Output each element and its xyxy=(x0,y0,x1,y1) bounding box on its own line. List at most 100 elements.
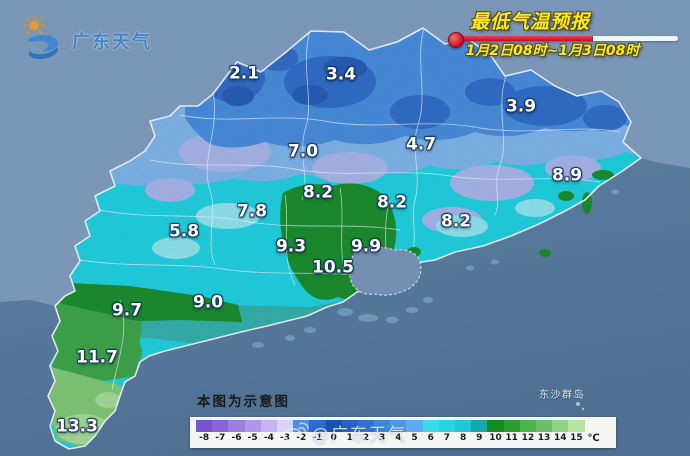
legend-tick-label: 5 xyxy=(411,433,418,443)
legend-cell: 13 xyxy=(535,420,553,444)
temperature-label: 7.8 xyxy=(236,201,268,222)
legend-swatch xyxy=(552,420,569,432)
legend-swatch xyxy=(341,420,358,432)
temperature-label: 8.2 xyxy=(302,182,334,203)
legend-cell: 0 xyxy=(325,420,342,444)
temperature-label: 10.5 xyxy=(312,257,354,278)
legend-tick-label: 8 xyxy=(459,433,467,443)
legend-swatch xyxy=(422,420,439,432)
dongsha-island-label: 东沙群岛 xyxy=(539,390,585,401)
legend-tick-label: 6 xyxy=(427,433,434,443)
temperature-label: 4.7 xyxy=(405,134,437,155)
legend-cell: -4 xyxy=(260,420,277,444)
legend-swatch xyxy=(244,420,261,432)
legend-swatch xyxy=(503,420,520,432)
legend-swatch xyxy=(212,420,229,432)
logo-text: 广东天气 xyxy=(72,32,152,53)
watermark-text: @广东天气 xyxy=(312,424,407,445)
legend-cell: -5 xyxy=(244,420,261,444)
legend-tick-label: 4 xyxy=(395,433,402,443)
temperature-label: 8.2 xyxy=(376,192,408,213)
thermometer-empty-bar xyxy=(593,36,678,41)
legend-tick-label: 13 xyxy=(537,433,551,443)
temperature-label: 8.9 xyxy=(551,165,583,186)
legend-cell: 12 xyxy=(519,420,536,444)
legend-cell: -8 xyxy=(196,420,213,444)
legend-tick-label: -8 xyxy=(199,433,210,443)
legend-swatch xyxy=(519,420,536,432)
legend-tick-label: 15 xyxy=(570,433,583,443)
legend-cell: 14 xyxy=(552,420,569,444)
legend-swatch xyxy=(568,420,585,432)
legend-cell: -1 xyxy=(309,420,326,444)
legend-swatch xyxy=(228,420,245,432)
legend-cell: 1 xyxy=(341,420,358,444)
legend-tick-label: -6 xyxy=(231,433,242,443)
legend-swatch xyxy=(196,420,213,432)
temperature-label: 8.2 xyxy=(440,211,472,232)
temperature-label: 7.0 xyxy=(287,141,319,162)
legend-cell: 15 xyxy=(568,420,585,444)
legend-tick-label: -1 xyxy=(312,433,323,443)
legend-swatch xyxy=(357,420,375,432)
legend-tick-label: -7 xyxy=(215,433,226,443)
legend-swatch xyxy=(374,420,391,432)
temperature-label: 3.4 xyxy=(325,64,357,85)
temperature-label: 9.3 xyxy=(275,236,307,257)
weibo-bird-icon xyxy=(283,422,309,442)
legend-swatch xyxy=(535,420,553,432)
legend-cell: 7 xyxy=(438,420,455,444)
legend-tick-label: -4 xyxy=(263,433,274,443)
legend-cell: 11 xyxy=(503,420,520,444)
sun-swirl-logo-icon xyxy=(22,15,59,60)
temperature-label: 2.1 xyxy=(228,63,260,84)
thermometer-bulb-icon xyxy=(448,32,464,48)
temperature-label: 9.0 xyxy=(192,292,224,313)
legend-tick-label: 11 xyxy=(505,433,518,443)
legend-tick-label: 1 xyxy=(346,433,353,443)
legend-tick-label: 14 xyxy=(553,433,567,443)
legend-cell: 3 xyxy=(374,420,391,444)
legend-swatch xyxy=(406,420,423,432)
legend-tick-label: 9 xyxy=(476,433,483,443)
legend-cell: 6 xyxy=(422,420,439,444)
temperature-label: 5.8 xyxy=(168,221,200,242)
legend-unit: ℃ xyxy=(587,433,600,444)
legend-tick-label: 10 xyxy=(489,433,502,443)
temperature-label: 11.7 xyxy=(76,347,118,368)
legend-cell: 2 xyxy=(357,420,375,444)
legend-swatch xyxy=(260,420,277,432)
weibo-watermark: @广东天气 xyxy=(283,419,407,445)
legend-tick-label: 0 xyxy=(330,433,337,443)
temperature-legend: -8 -7 -6 -5 -4 -3 -2 -1 0 1 2 3 4 5 6 7 8 9 10 11 12 13 14 15 ℃ xyxy=(190,417,616,448)
forecast-title: 最低气温预报 xyxy=(469,11,590,33)
temperature-label: 9.7 xyxy=(111,300,143,321)
station-logo: 广东天气 xyxy=(18,12,152,62)
temperature-label: 3.9 xyxy=(505,96,537,117)
legend-cell: 10 xyxy=(487,420,504,444)
legend-swatch xyxy=(471,420,488,432)
legend-tick-label: 3 xyxy=(379,433,386,443)
temperature-label: 13.3 xyxy=(56,416,98,437)
legend-cell: 4 xyxy=(390,420,407,444)
legend-tick-label: 7 xyxy=(443,433,451,443)
legend-cell: -6 xyxy=(228,420,245,444)
legend-tick-label: 2 xyxy=(362,433,370,443)
legend-tick-label: 12 xyxy=(521,433,535,443)
legend-swatch xyxy=(487,420,504,432)
legend-swatch xyxy=(325,420,342,432)
legend-tick-label: -5 xyxy=(247,433,258,443)
legend-swatch xyxy=(438,420,455,432)
temperature-label: 9.9 xyxy=(350,236,382,257)
legend-cell: 9 xyxy=(471,420,488,444)
thermometer-filled-bar xyxy=(459,36,593,41)
legend-cells: -8 -7 -6 -5 -4 -3 -2 -1 0 1 2 3 4 5 6 7 8 9 10 11 12 13 14 15 xyxy=(196,420,585,444)
legend-swatch xyxy=(455,420,472,432)
forecast-date-range: 1月2日08时~1月3日08时 xyxy=(465,43,640,59)
legend-cell: -7 xyxy=(212,420,229,444)
legend-cell: 8 xyxy=(455,420,472,444)
legend-cell: 5 xyxy=(406,420,423,444)
